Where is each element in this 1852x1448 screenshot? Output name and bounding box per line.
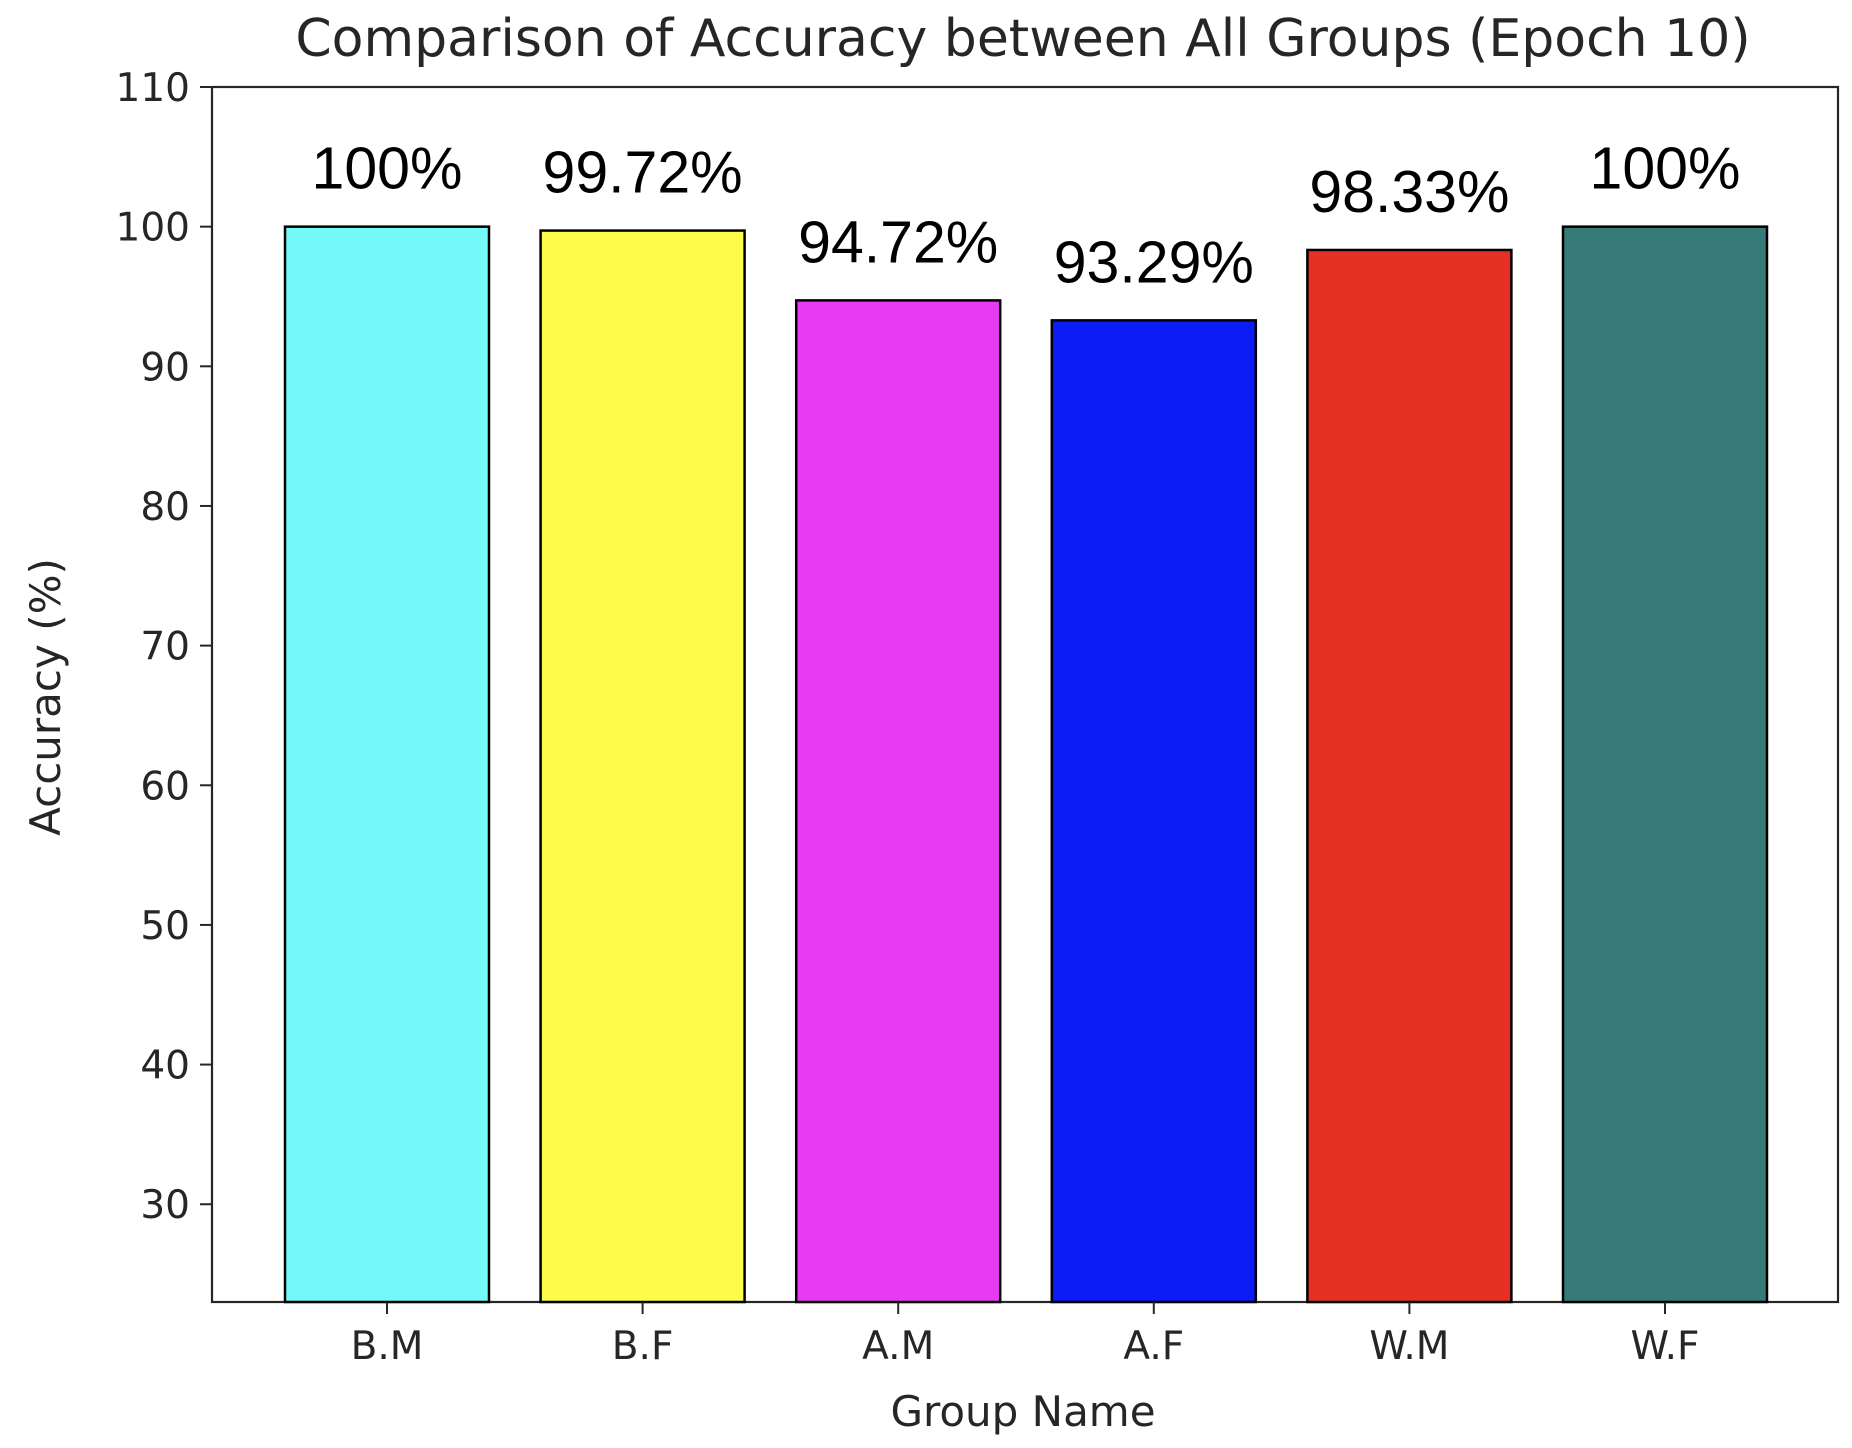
y-tick-label: 100	[116, 206, 190, 251]
y-tick-label: 70	[140, 625, 190, 670]
data-label: 94.72%	[798, 209, 998, 275]
x-axis-label: Group Name	[890, 1387, 1155, 1436]
x-axis-ticks: B.M B.F A.M A.F W.M W.F	[351, 1302, 1700, 1369]
chart-title: Comparison of Accuracy between All Group…	[295, 9, 1750, 69]
y-tick-label: 30	[140, 1183, 190, 1228]
bar-a-m	[794, 299, 1002, 1304]
data-label: 100%	[1590, 136, 1741, 202]
y-tick-label: 60	[140, 764, 190, 809]
bar-w-m	[1306, 248, 1513, 1304]
data-label: 98.33%	[1309, 159, 1509, 225]
y-axis-label: Accuracy (%)	[21, 558, 70, 836]
y-tick-label: 90	[140, 345, 190, 390]
plot-frame	[210, 85, 1840, 1304]
data-labels-group: 100% 99.72% 94.72% 93.29% 98.33% 100%	[312, 136, 1741, 296]
data-label: 99.72%	[543, 140, 743, 206]
bar-b-m	[283, 225, 491, 1304]
bar-b-f	[539, 229, 746, 1304]
bar-w-f	[1561, 225, 1769, 1304]
x-tick-label: W.M	[1369, 1324, 1449, 1369]
x-tick-label: A.M	[862, 1324, 934, 1369]
data-label: 100%	[312, 136, 463, 202]
y-tick-label: 40	[140, 1044, 190, 1089]
bar-a-f	[1050, 319, 1258, 1304]
y-tick-label: 50	[140, 904, 190, 949]
x-tick-label: A.F	[1123, 1324, 1184, 1369]
y-tick-label: 110	[116, 66, 190, 111]
x-tick-label: B.M	[351, 1324, 424, 1369]
y-axis-ticks: 30 40 50 60 70 80 90 100 110	[116, 66, 212, 1228]
y-tick-label: 80	[140, 485, 190, 530]
x-tick-label: B.F	[612, 1324, 674, 1369]
data-label: 93.29%	[1054, 229, 1254, 295]
x-tick-label: W.F	[1631, 1324, 1700, 1369]
bars-group	[283, 225, 1769, 1304]
